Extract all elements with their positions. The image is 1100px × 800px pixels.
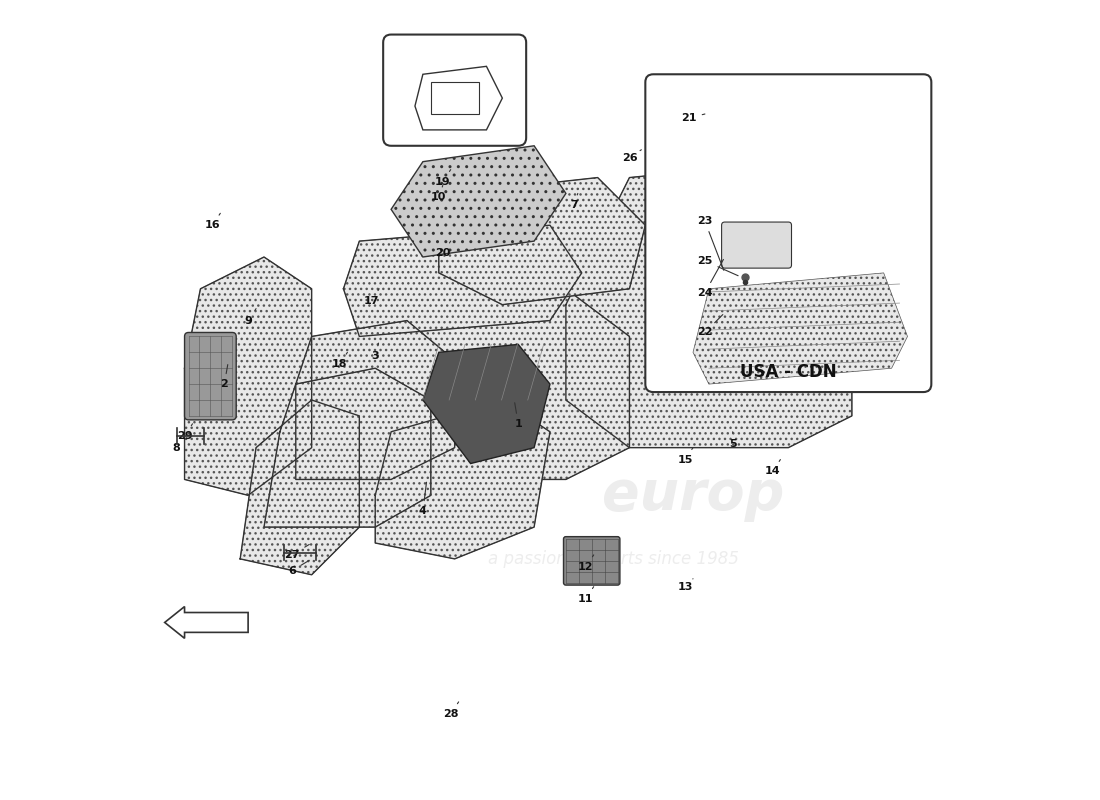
Text: 21: 21 <box>681 113 705 123</box>
Text: 28: 28 <box>443 702 459 719</box>
Text: 12: 12 <box>578 555 594 572</box>
Polygon shape <box>185 257 311 495</box>
Bar <box>431 82 478 114</box>
Polygon shape <box>565 226 851 448</box>
Polygon shape <box>240 400 360 574</box>
Text: 7: 7 <box>570 194 578 210</box>
Text: 11: 11 <box>578 586 594 604</box>
FancyBboxPatch shape <box>722 222 792 268</box>
Polygon shape <box>590 162 851 305</box>
Text: europ: europ <box>602 468 784 522</box>
Text: 16: 16 <box>205 214 220 230</box>
FancyBboxPatch shape <box>383 34 526 146</box>
Text: 26: 26 <box>621 150 641 162</box>
Polygon shape <box>415 66 503 130</box>
Text: USA - CDN: USA - CDN <box>740 363 837 381</box>
Text: 2: 2 <box>220 365 228 389</box>
Text: 10: 10 <box>431 186 447 202</box>
Text: a passion for parts since 1985: a passion for parts since 1985 <box>488 550 739 568</box>
Text: 19: 19 <box>434 170 451 186</box>
FancyArrow shape <box>165 606 249 638</box>
Text: 29: 29 <box>177 424 192 441</box>
Text: 1: 1 <box>515 402 522 429</box>
Text: 8: 8 <box>173 436 185 453</box>
Text: 9: 9 <box>244 309 256 326</box>
Text: 14: 14 <box>764 459 780 477</box>
Text: 3: 3 <box>372 343 379 362</box>
Polygon shape <box>422 344 550 463</box>
Text: 6: 6 <box>288 560 309 576</box>
Text: 20: 20 <box>436 241 451 258</box>
FancyBboxPatch shape <box>646 74 932 392</box>
Text: 18: 18 <box>332 352 348 370</box>
Text: 17: 17 <box>363 289 379 306</box>
Polygon shape <box>296 321 454 479</box>
FancyBboxPatch shape <box>563 537 620 585</box>
Polygon shape <box>343 226 582 337</box>
Text: 27: 27 <box>284 545 309 560</box>
Polygon shape <box>439 178 646 305</box>
Text: 24: 24 <box>697 259 724 298</box>
Polygon shape <box>375 400 550 559</box>
Text: 13: 13 <box>678 578 693 592</box>
Text: 5: 5 <box>729 432 737 449</box>
Text: 22: 22 <box>697 314 723 338</box>
Polygon shape <box>392 146 565 257</box>
Text: 25: 25 <box>697 256 738 276</box>
FancyBboxPatch shape <box>185 333 236 420</box>
Text: 4: 4 <box>419 482 427 516</box>
Text: 23: 23 <box>697 216 724 270</box>
Polygon shape <box>264 368 431 527</box>
Polygon shape <box>693 273 908 384</box>
Polygon shape <box>375 289 629 479</box>
Text: 15: 15 <box>678 448 693 465</box>
